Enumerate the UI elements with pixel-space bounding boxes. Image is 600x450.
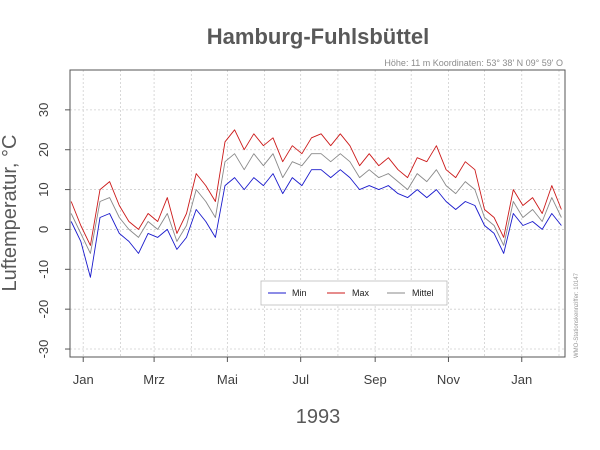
series-line-max xyxy=(70,129,562,246)
x-axis-label: 1993 xyxy=(296,406,341,428)
plot-frame xyxy=(69,69,566,358)
x-tick-label: Mai xyxy=(217,372,238,387)
wmo-station-note: WMO-Stationskennziffer: 10147 xyxy=(574,272,580,358)
x-tick-label: Sep xyxy=(364,372,387,387)
x-tick-label: Nov xyxy=(437,372,461,387)
x-tick-label: Jan xyxy=(511,372,532,387)
series-line-mittel xyxy=(70,153,562,254)
y-tick-label: -30 xyxy=(36,340,51,359)
x-axis: Jan Mrz Mai Jul Sep Nov Jan xyxy=(73,357,532,387)
x-tick-label: Jan xyxy=(73,372,94,387)
series-lines xyxy=(70,129,562,278)
x-tick-label: Mrz xyxy=(143,372,165,387)
station-info: Höhe: 11 m Koordinaten: 53° 38' N 09° 59… xyxy=(384,58,563,68)
y-tick-label: -20 xyxy=(36,300,51,319)
y-axis: -30 -20 -10 0 10 20 30 xyxy=(36,103,70,359)
y-tick-label: 0 xyxy=(36,226,51,233)
legend-label-mittel: Mittel xyxy=(412,288,434,298)
y-tick-label: -10 xyxy=(36,260,51,279)
series-line-min xyxy=(70,169,562,278)
y-tick-label: 10 xyxy=(36,182,51,196)
y-axis-label: Luftemperatur, °C xyxy=(0,135,21,292)
grid xyxy=(70,70,565,357)
y-tick-label: 30 xyxy=(36,103,51,117)
x-tick-label: Jul xyxy=(292,372,309,387)
legend-label-max: Max xyxy=(352,288,370,298)
legend: Min Max Mittel xyxy=(260,280,448,306)
legend-label-min: Min xyxy=(292,288,307,298)
chart-title: Hamburg-Fuhlsbüttel xyxy=(207,24,429,49)
y-tick-label: 20 xyxy=(36,142,51,156)
legend-box xyxy=(260,280,448,306)
